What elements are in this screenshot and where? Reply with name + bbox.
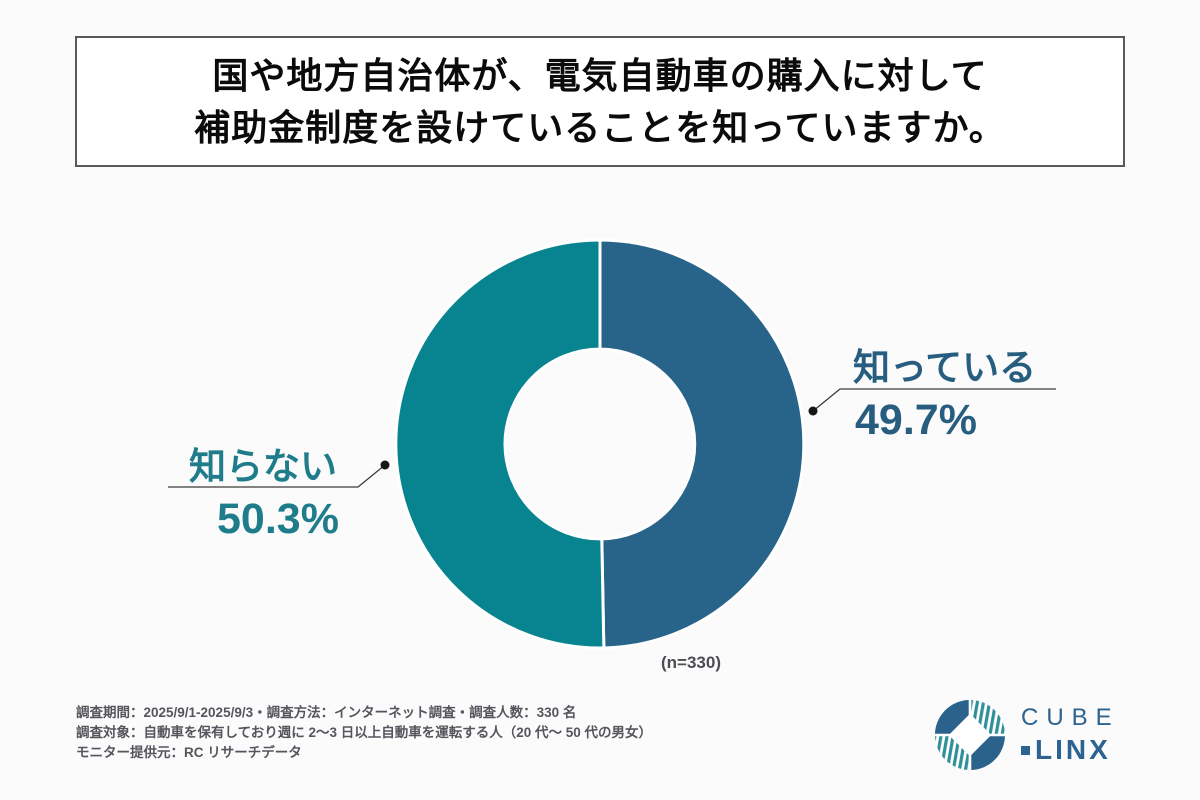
- survey-question-line-2: 補助金制度を設けていることを知っていますか。: [194, 106, 1006, 148]
- footnote-line-3: モニター提供元：RC リサーチデータ: [76, 745, 302, 760]
- cube-linx-logo-icon: [935, 700, 1005, 770]
- leader-line-right: [812, 388, 1056, 412]
- donut-slices: [394, 238, 806, 650]
- cube-linx-logo: CUBE LINX: [934, 699, 1120, 771]
- survey-footnote: 調査期間：2025/9/1-2025/9/3・調査方法：インターネット調査・調査…: [76, 703, 652, 763]
- leader-dot-right: [808, 406, 818, 416]
- donut-slice-0: [598, 238, 806, 650]
- cube-linx-logo-text: CUBE LINX: [1021, 703, 1120, 767]
- slice-label-unaware: 知らない: [189, 446, 337, 487]
- slice-value-unaware: 50.3%: [217, 495, 339, 543]
- footnote-line-1: 調査期間：2025/9/1-2025/9/3・調査方法：インターネット調査・調査…: [76, 705, 577, 720]
- survey-question-box: 国や地方自治体が、電気自動車の購入に対して 補助金制度を設けていることを知ってい…: [75, 36, 1125, 167]
- leader-line-left: [168, 464, 386, 488]
- logo-hyphen-square: [1021, 745, 1030, 755]
- leader-dot-left: [380, 460, 390, 470]
- logo-word-linx-row: LINX: [1021, 733, 1120, 767]
- donut-slice-1: [394, 238, 606, 650]
- logo-word-linx: LINX: [1035, 734, 1111, 765]
- sample-size-note: (n=330): [661, 653, 721, 672]
- slice-label-aware: 知っている: [853, 347, 1037, 388]
- slice-value-aware: 49.7%: [855, 396, 977, 444]
- logo-word-cube: CUBE: [1021, 704, 1120, 731]
- survey-question-line-1: 国や地方自治体が、電気自動車の購入に対して: [212, 54, 988, 96]
- footnote-line-2: 調査対象：自動車を保有しており週に 2〜3 日以上自動車を運転する人（20 代〜…: [76, 725, 652, 740]
